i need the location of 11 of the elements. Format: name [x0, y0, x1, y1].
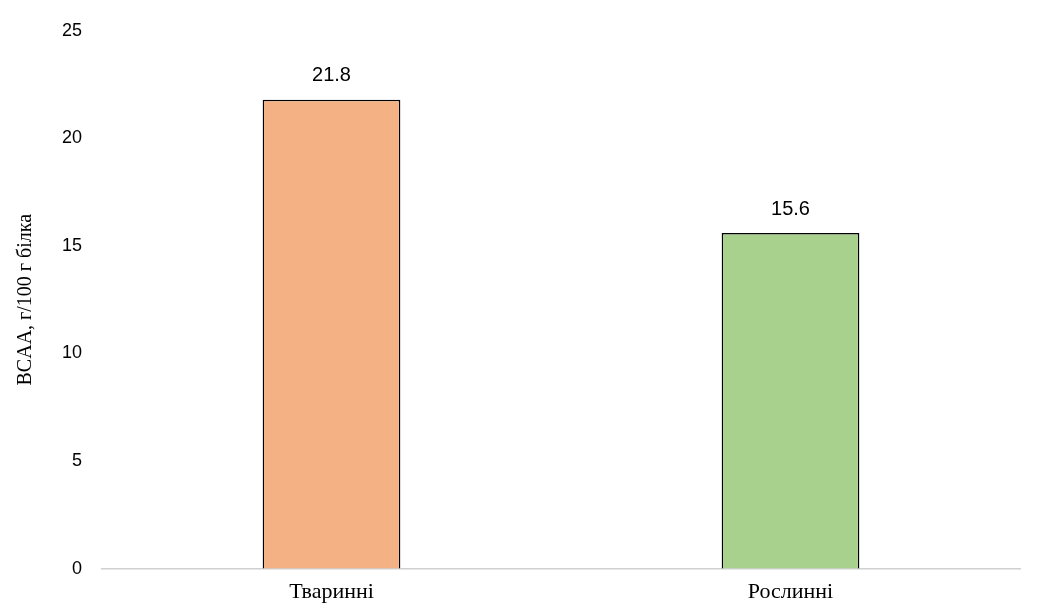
data-label: 21.8 [312, 63, 351, 86]
y-tick-label: 0 [72, 557, 83, 578]
y-tick-label: 25 [61, 19, 83, 40]
y-axis-title: BCAA, г/100 г білка [13, 213, 36, 386]
y-tick-label: 15 [61, 234, 83, 255]
x-tick-label: Тваринні [289, 577, 374, 603]
data-label: 15.6 [771, 196, 810, 219]
y-tick-label: 10 [61, 342, 83, 363]
x-tick-label: Рослинні [747, 577, 834, 603]
y-tick-label: 5 [72, 450, 83, 471]
y-tick-label: 20 [61, 127, 83, 148]
